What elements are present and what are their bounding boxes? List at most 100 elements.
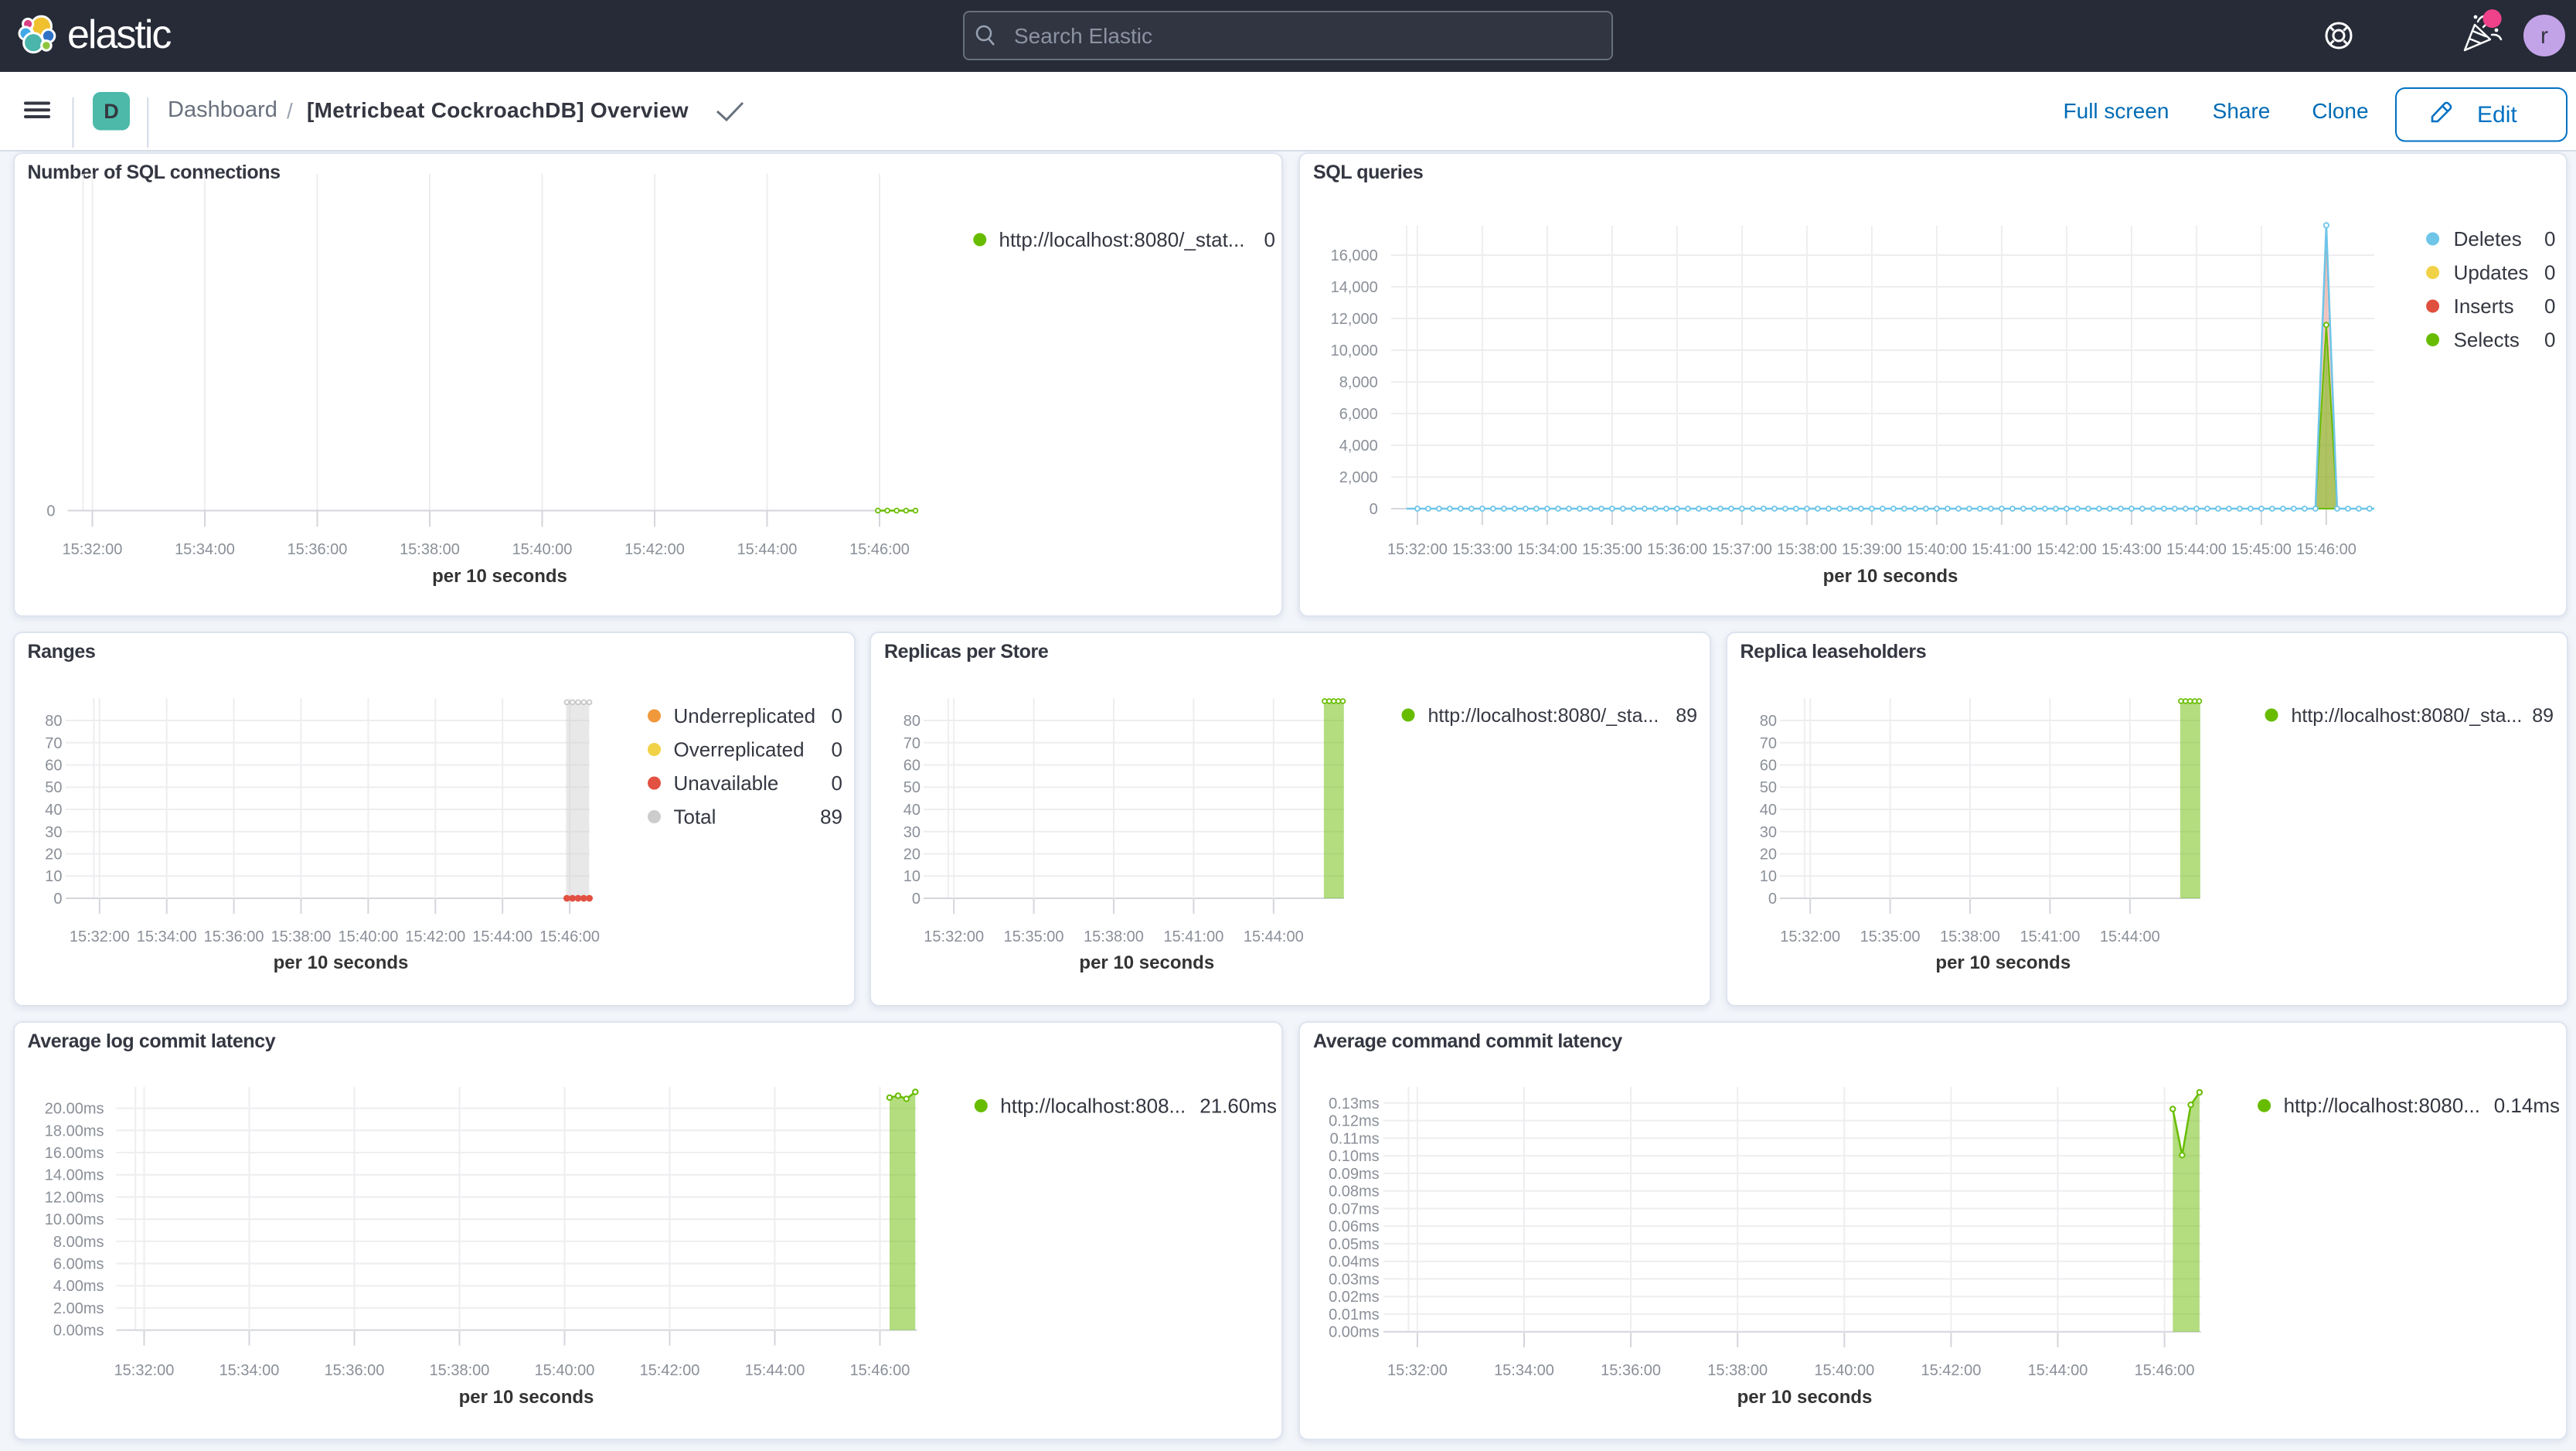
- svg-text:Deletes: Deletes: [2454, 227, 2522, 250]
- svg-text:Total: Total: [673, 806, 716, 829]
- svg-text:10: 10: [45, 868, 62, 885]
- svg-text:20.00ms: 20.00ms: [44, 1101, 104, 1118]
- svg-text:15:36:00: 15:36:00: [324, 1362, 384, 1379]
- svg-text:0: 0: [2544, 329, 2555, 352]
- svg-text:0: 0: [53, 891, 62, 908]
- svg-text:15:38:00: 15:38:00: [400, 541, 460, 558]
- svg-text:15:46:00: 15:46:00: [2296, 541, 2357, 558]
- svg-text:89: 89: [820, 806, 842, 829]
- svg-text:0.01ms: 0.01ms: [1329, 1306, 1380, 1323]
- svg-text:30: 30: [45, 824, 62, 841]
- svg-text:30: 30: [1759, 824, 1776, 841]
- svg-text:15:38:00: 15:38:00: [1777, 541, 1837, 558]
- svg-text:http://localhost:8080/_sta...: http://localhost:8080/_sta...: [2291, 705, 2522, 727]
- svg-text:15:33:00: 15:33:00: [1452, 541, 1513, 558]
- svg-text:40: 40: [45, 802, 62, 819]
- svg-text:6,000: 6,000: [1339, 406, 1378, 423]
- svg-text:0.05ms: 0.05ms: [1329, 1236, 1380, 1253]
- svg-text:20: 20: [903, 846, 920, 863]
- svg-text:15:42:00: 15:42:00: [639, 1362, 699, 1379]
- svg-text:0.06ms: 0.06ms: [1329, 1218, 1380, 1235]
- svg-text:10,000: 10,000: [1331, 342, 1378, 359]
- svg-text:0: 0: [2544, 227, 2555, 250]
- svg-text:15:41:00: 15:41:00: [2020, 928, 2080, 945]
- svg-text:Edit: Edit: [2477, 102, 2517, 128]
- svg-text:15:32:00: 15:32:00: [1387, 1362, 1448, 1379]
- svg-text:15:44:00: 15:44:00: [737, 541, 797, 558]
- svg-text:15:46:00: 15:46:00: [849, 541, 910, 558]
- svg-text:15:32:00: 15:32:00: [1387, 541, 1448, 558]
- svg-text:[Metricbeat CockroachDB] Overv: [Metricbeat CockroachDB] Overview: [307, 98, 689, 122]
- svg-text:0.09ms: 0.09ms: [1329, 1166, 1380, 1183]
- svg-text:0.13ms: 0.13ms: [1329, 1095, 1380, 1112]
- svg-text:15:32:00: 15:32:00: [114, 1362, 174, 1379]
- svg-text:70: 70: [1759, 735, 1776, 752]
- svg-text:50: 50: [45, 779, 62, 796]
- svg-text:15:32:00: 15:32:00: [1780, 928, 1840, 945]
- svg-text:12,000: 12,000: [1331, 311, 1378, 328]
- svg-text:12.00ms: 12.00ms: [44, 1189, 104, 1206]
- svg-text:2.00ms: 2.00ms: [53, 1300, 104, 1317]
- svg-text:15:43:00: 15:43:00: [2101, 541, 2162, 558]
- svg-text:14,000: 14,000: [1331, 279, 1378, 296]
- svg-text:15:37:00: 15:37:00: [1712, 541, 1772, 558]
- svg-text:40: 40: [1759, 802, 1776, 819]
- svg-text:Overreplicated: Overreplicated: [673, 738, 804, 761]
- svg-text:per 10 seconds: per 10 seconds: [273, 952, 408, 973]
- svg-text:15:40:00: 15:40:00: [1814, 1362, 1874, 1379]
- svg-text:4,000: 4,000: [1339, 438, 1378, 455]
- svg-text:0.03ms: 0.03ms: [1329, 1271, 1380, 1288]
- svg-text:0.07ms: 0.07ms: [1329, 1201, 1380, 1218]
- svg-text:0: 0: [912, 891, 920, 908]
- svg-text:0.00ms: 0.00ms: [1329, 1324, 1380, 1341]
- svg-text:0.04ms: 0.04ms: [1329, 1254, 1380, 1271]
- svg-text:16.00ms: 16.00ms: [44, 1145, 104, 1162]
- svg-text:r: r: [2540, 23, 2548, 49]
- svg-text:15:41:00: 15:41:00: [1163, 928, 1223, 945]
- svg-text:15:40:00: 15:40:00: [534, 1362, 594, 1379]
- svg-text:80: 80: [1759, 713, 1776, 730]
- svg-text:89: 89: [1676, 705, 1697, 727]
- svg-text:0.08ms: 0.08ms: [1329, 1184, 1380, 1201]
- svg-text:20: 20: [45, 846, 62, 863]
- svg-text:15:46:00: 15:46:00: [539, 928, 600, 945]
- svg-text:Inserts: Inserts: [2454, 295, 2514, 318]
- svg-text:Search Elastic: Search Elastic: [1014, 24, 1152, 48]
- svg-text:15:36:00: 15:36:00: [1647, 541, 1707, 558]
- svg-text:0.14ms: 0.14ms: [2494, 1094, 2560, 1117]
- svg-text:http://localhost:8080/_stat...: http://localhost:8080/_stat...: [999, 228, 1244, 251]
- svg-text:60: 60: [903, 758, 920, 775]
- svg-text:15:34:00: 15:34:00: [136, 928, 196, 945]
- svg-text:15:44:00: 15:44:00: [2099, 928, 2159, 945]
- svg-text:per 10 seconds: per 10 seconds: [1079, 952, 1214, 973]
- svg-text:4.00ms: 4.00ms: [53, 1278, 104, 1295]
- svg-text:0: 0: [2544, 261, 2555, 284]
- svg-text:Dashboard: Dashboard: [168, 97, 277, 122]
- svg-text:15:32:00: 15:32:00: [69, 928, 129, 945]
- svg-text:14.00ms: 14.00ms: [44, 1167, 104, 1184]
- svg-text:Share: Share: [2213, 99, 2271, 123]
- svg-text:15:38:00: 15:38:00: [271, 928, 331, 945]
- svg-text:15:40:00: 15:40:00: [512, 541, 572, 558]
- svg-text:Unavailable: Unavailable: [673, 771, 778, 795]
- svg-text:http://localhost:8080...: http://localhost:8080...: [2284, 1094, 2480, 1117]
- svg-text:0: 0: [831, 704, 842, 727]
- svg-text:40: 40: [903, 802, 920, 819]
- svg-text:15:36:00: 15:36:00: [203, 928, 264, 945]
- svg-text:0: 0: [46, 503, 55, 520]
- svg-text:Underreplicated: Underreplicated: [673, 704, 815, 727]
- svg-text:10: 10: [1759, 868, 1776, 885]
- svg-text:15:34:00: 15:34:00: [219, 1362, 279, 1379]
- svg-text:15:34:00: 15:34:00: [175, 541, 235, 558]
- svg-text:15:45:00: 15:45:00: [2231, 541, 2292, 558]
- svg-text:15:42:00: 15:42:00: [405, 928, 465, 945]
- svg-text:15:41:00: 15:41:00: [1972, 541, 2032, 558]
- svg-text:0.11ms: 0.11ms: [1330, 1130, 1380, 1147]
- svg-text:per 10 seconds: per 10 seconds: [1823, 566, 1958, 587]
- svg-text:per 10 seconds: per 10 seconds: [1935, 952, 2071, 973]
- svg-text:15:38:00: 15:38:00: [1707, 1362, 1768, 1379]
- svg-text:8.00ms: 8.00ms: [53, 1234, 104, 1251]
- svg-text:15:36:00: 15:36:00: [1601, 1362, 1661, 1379]
- svg-text:15:46:00: 15:46:00: [849, 1362, 910, 1379]
- svg-text:15:39:00: 15:39:00: [1842, 541, 1902, 558]
